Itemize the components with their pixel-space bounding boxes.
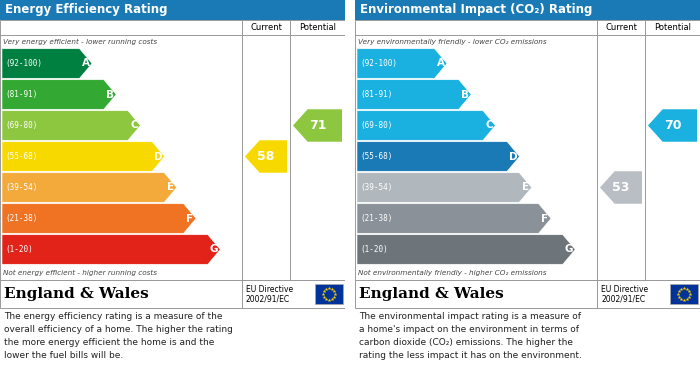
- Polygon shape: [357, 235, 575, 264]
- Text: D: D: [154, 151, 162, 161]
- Polygon shape: [2, 173, 176, 202]
- Text: Not environmentally friendly - higher CO₂ emissions: Not environmentally friendly - higher CO…: [358, 269, 547, 276]
- Polygon shape: [357, 111, 496, 140]
- Text: The environmental impact rating is a measure of
a home's impact on the environme: The environmental impact rating is a mea…: [359, 312, 582, 360]
- Bar: [0, 280, 345, 308]
- Polygon shape: [2, 235, 220, 264]
- Text: (39-54): (39-54): [5, 183, 37, 192]
- Polygon shape: [2, 204, 196, 233]
- Text: (55-68): (55-68): [5, 152, 37, 161]
- Text: 70: 70: [664, 119, 681, 132]
- Text: C: C: [130, 120, 138, 131]
- Text: E: E: [167, 183, 174, 192]
- Text: F: F: [186, 213, 193, 224]
- Text: (21-38): (21-38): [5, 214, 37, 223]
- Text: Very environmentally friendly - lower CO₂ emissions: Very environmentally friendly - lower CO…: [358, 38, 547, 45]
- Polygon shape: [357, 204, 551, 233]
- Text: C: C: [485, 120, 493, 131]
- Text: 71: 71: [309, 119, 326, 132]
- Polygon shape: [2, 80, 116, 109]
- Bar: [0, 0, 345, 20]
- Text: (21-38): (21-38): [360, 214, 393, 223]
- Text: (1-20): (1-20): [360, 245, 388, 254]
- Polygon shape: [293, 109, 342, 142]
- Text: Potential: Potential: [654, 23, 691, 32]
- Text: Environmental Impact (CO₂) Rating: Environmental Impact (CO₂) Rating: [360, 4, 592, 16]
- Polygon shape: [357, 142, 519, 171]
- Bar: [355, 280, 700, 308]
- Text: G: G: [565, 244, 573, 255]
- Text: Not energy efficient - higher running costs: Not energy efficient - higher running co…: [3, 269, 157, 276]
- Text: (81-91): (81-91): [360, 90, 393, 99]
- Text: England & Wales: England & Wales: [359, 287, 504, 301]
- Text: EU Directive: EU Directive: [246, 285, 293, 294]
- Text: (39-54): (39-54): [360, 183, 393, 192]
- Text: The energy efficiency rating is a measure of the
overall efficiency of a home. T: The energy efficiency rating is a measur…: [4, 312, 233, 360]
- Text: Potential: Potential: [299, 23, 336, 32]
- Text: B: B: [461, 90, 469, 99]
- Text: A: A: [437, 59, 444, 68]
- Polygon shape: [648, 109, 697, 142]
- Polygon shape: [245, 140, 287, 173]
- Polygon shape: [600, 171, 642, 204]
- Text: B: B: [106, 90, 114, 99]
- Text: (92-100): (92-100): [360, 59, 397, 68]
- Text: 2002/91/EC: 2002/91/EC: [246, 294, 290, 303]
- Polygon shape: [2, 142, 164, 171]
- Polygon shape: [2, 111, 141, 140]
- Text: Very energy efficient - lower running costs: Very energy efficient - lower running co…: [3, 38, 157, 45]
- Text: England & Wales: England & Wales: [4, 287, 148, 301]
- Text: (81-91): (81-91): [5, 90, 37, 99]
- Text: 53: 53: [612, 181, 630, 194]
- Text: (55-68): (55-68): [360, 152, 393, 161]
- Bar: [670, 284, 698, 304]
- Bar: [345, 0, 355, 391]
- Text: Current: Current: [250, 23, 282, 32]
- Text: 58: 58: [258, 150, 274, 163]
- Bar: [0, 20, 345, 280]
- Text: (1-20): (1-20): [5, 245, 33, 254]
- Text: EU Directive: EU Directive: [601, 285, 648, 294]
- Text: F: F: [541, 213, 548, 224]
- Text: A: A: [82, 59, 90, 68]
- Text: 2002/91/EC: 2002/91/EC: [601, 294, 645, 303]
- Bar: [355, 20, 700, 280]
- Polygon shape: [357, 173, 532, 202]
- Text: Current: Current: [605, 23, 637, 32]
- Polygon shape: [357, 80, 471, 109]
- Bar: [355, 0, 700, 20]
- Text: (92-100): (92-100): [5, 59, 42, 68]
- Text: D: D: [509, 151, 518, 161]
- Text: (69-80): (69-80): [360, 121, 393, 130]
- Text: Energy Efficiency Rating: Energy Efficiency Rating: [5, 4, 167, 16]
- Text: G: G: [210, 244, 218, 255]
- Polygon shape: [357, 49, 447, 78]
- Text: (69-80): (69-80): [5, 121, 37, 130]
- Polygon shape: [2, 49, 92, 78]
- Bar: [315, 284, 343, 304]
- Text: E: E: [522, 183, 529, 192]
